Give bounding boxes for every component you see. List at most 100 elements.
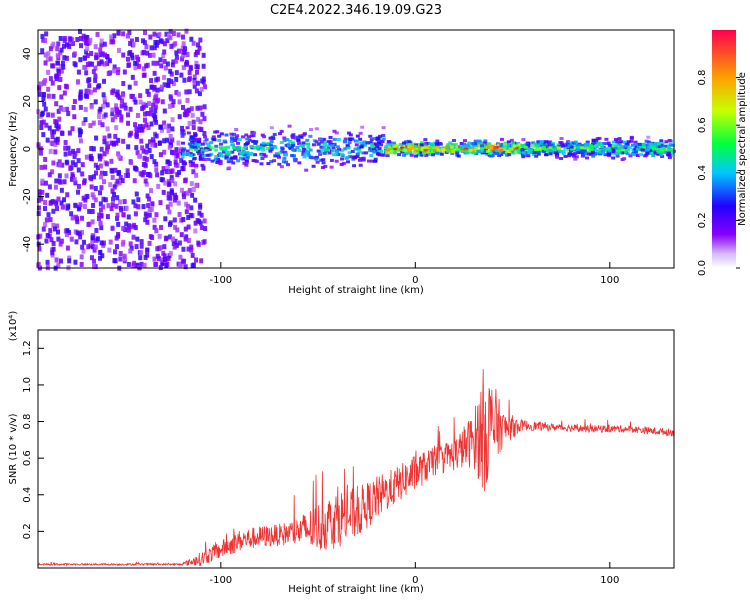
spectrogram-cell — [384, 145, 389, 149]
spectrogram-cell — [320, 148, 325, 152]
spectrogram-cell — [58, 77, 63, 83]
spectrogram-cell — [84, 34, 89, 40]
spectrogram-cell — [141, 66, 146, 72]
spectrogram-cell — [587, 152, 592, 156]
spectrogram-cell — [204, 149, 209, 153]
spectrogram-cell — [53, 119, 58, 125]
spectrogram-cell — [43, 205, 48, 211]
spectrogram-cell — [163, 180, 168, 186]
spectrogram-cell — [411, 142, 416, 146]
spectrogram-cell — [118, 251, 123, 257]
spectrogram-cell — [372, 150, 377, 154]
spectrogram-cell — [99, 174, 104, 180]
spectrogram-cell — [165, 165, 170, 171]
spectrogram-cell — [670, 151, 675, 155]
spectrogram-cell — [103, 52, 108, 58]
spectrogram-cell — [221, 154, 226, 158]
spectrogram-cell — [446, 148, 451, 152]
spectrogram-cell — [628, 154, 633, 158]
spectrogram-cell — [380, 140, 385, 144]
spectrogram-cell — [110, 188, 115, 194]
spectrogram-cell — [353, 156, 358, 160]
spectrogram-cell — [660, 154, 665, 158]
spectrogram-cell — [476, 149, 481, 153]
spectrogram-cell — [582, 148, 587, 152]
spectrogram-cell — [78, 202, 83, 208]
spectrogram-cell — [54, 101, 59, 107]
spectrogram-cell — [59, 238, 64, 244]
spectrogram-cell — [192, 156, 197, 160]
spectrogram-cell — [182, 191, 187, 197]
spectrogram-cell — [72, 114, 77, 120]
spectrogram-cell — [147, 207, 152, 213]
spectrogram-cell — [59, 68, 64, 74]
spectrogram-cell — [94, 55, 99, 61]
spectrogram-cell — [412, 150, 417, 154]
spectrogram-cell — [91, 120, 96, 126]
spectrogram-cell — [189, 181, 194, 187]
spectrogram-cell — [280, 147, 285, 151]
spectrogram-cell — [509, 138, 514, 142]
spectrogram-cell — [456, 154, 461, 158]
spectrogram-cell — [470, 150, 475, 154]
snr-ytick-label: 0.6 — [22, 450, 33, 466]
spectrogram-cell — [67, 130, 72, 136]
spectrogram-cell — [227, 157, 232, 161]
spectrogram-cell — [90, 240, 95, 246]
spectrogram-cell — [175, 152, 180, 158]
spectrogram-cell — [149, 84, 154, 90]
spectrogram-cell — [339, 152, 344, 156]
spectrogram-cell — [416, 147, 421, 151]
spectrogram-cell — [348, 137, 353, 141]
spectrogram-cell — [585, 143, 590, 147]
spectrogram-cell — [601, 151, 606, 155]
colorbar: 0.00.20.40.60.8 Normalized spectral ampl… — [697, 30, 748, 276]
spectrogram-cell — [148, 234, 153, 240]
spectrogram-cell — [115, 89, 120, 95]
spectrogram-cell — [36, 143, 41, 149]
spectrogram-cell — [160, 261, 165, 267]
spectrogram-cell — [62, 197, 67, 203]
spectrogram-cell — [128, 106, 133, 112]
spectrogram-cell — [150, 137, 155, 143]
spectrogram-cell — [459, 141, 464, 145]
spectrogram-cell — [666, 151, 671, 155]
spectrogram-ylabel: Frequency (Hz) — [8, 111, 19, 187]
spectrogram-cell — [438, 142, 443, 146]
spectrogram-cell — [651, 154, 656, 158]
spectrogram-cell — [92, 258, 97, 264]
spectrogram-cells — [36, 28, 676, 271]
spectrogram-cell — [566, 140, 571, 144]
spectrogram-cell — [82, 55, 87, 61]
spectrogram-cell — [133, 122, 138, 128]
spectrogram-cell — [316, 149, 321, 153]
spectrogram-cell — [87, 83, 92, 89]
spectrogram-cell — [200, 163, 205, 167]
spectrogram-cell — [607, 147, 612, 151]
spectrogram-cell — [122, 69, 127, 75]
spectrogram-cell — [149, 78, 154, 84]
spectrogram-cell — [288, 139, 293, 143]
spectrogram-cell — [79, 262, 84, 268]
spectrogram-cell — [604, 147, 609, 151]
spectrogram-cell — [110, 89, 115, 95]
spectrogram-cell — [126, 227, 131, 233]
spectrogram-cell — [548, 146, 553, 150]
spectrogram-cell — [162, 108, 167, 114]
spectrogram-cell — [185, 203, 190, 209]
spectrogram-cell — [245, 137, 250, 141]
snr-ytick-label: 1.2 — [22, 340, 33, 356]
spectrogram-cell — [89, 146, 94, 152]
spectrogram-cell — [583, 152, 588, 156]
spectrogram-cell — [145, 50, 150, 56]
spectrogram-cell — [161, 166, 166, 172]
spectrogram-cell — [548, 152, 553, 156]
spectrogram-cell — [193, 220, 198, 226]
spectrogram-cell — [115, 215, 120, 221]
spectrogram-cell — [139, 243, 144, 249]
spectrogram-cell — [599, 143, 604, 147]
spectrogram-cell — [353, 147, 358, 151]
spectrogram-cell — [526, 154, 531, 158]
spectrogram-cell — [129, 245, 134, 251]
spectrogram-cell — [541, 150, 546, 154]
